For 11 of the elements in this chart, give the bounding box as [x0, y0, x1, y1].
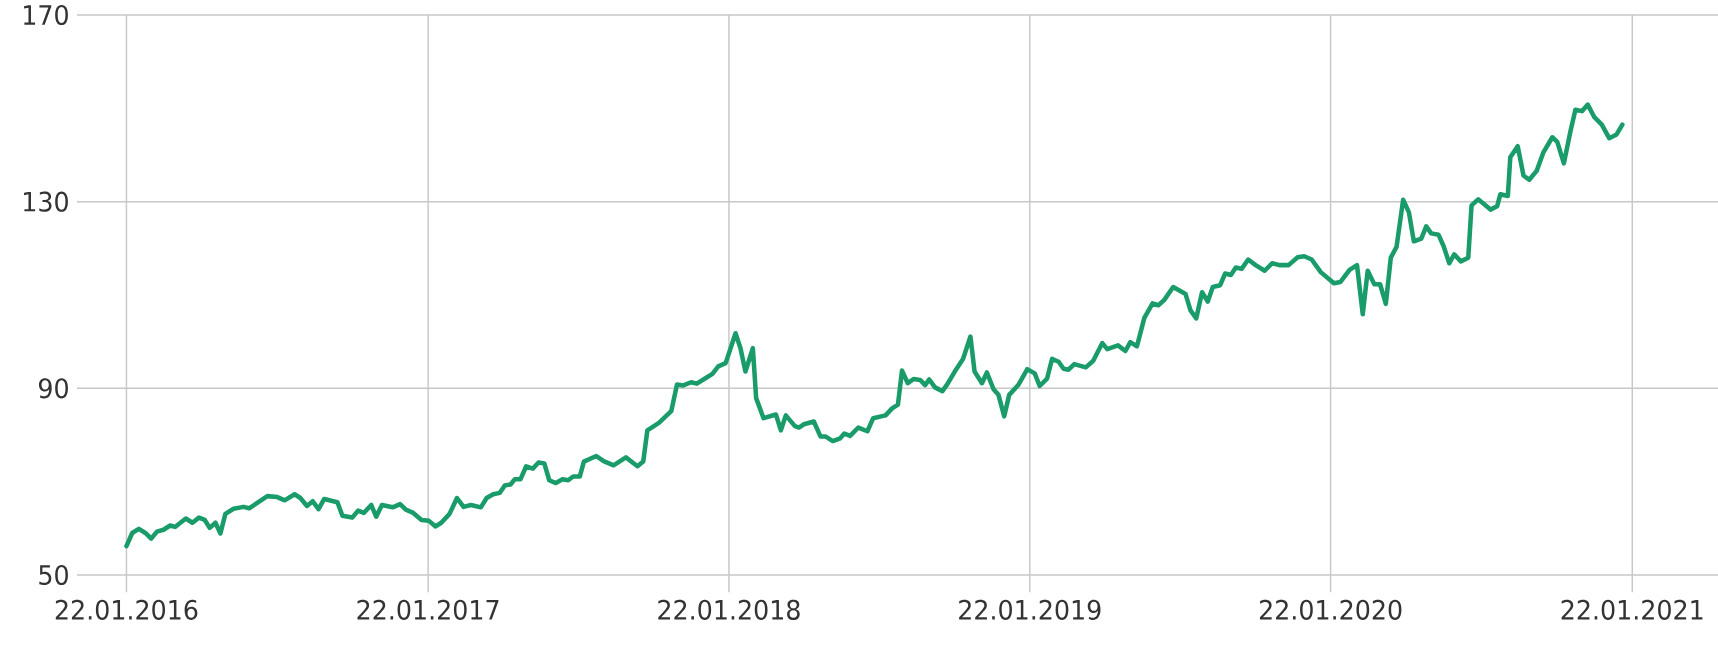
x-tick-label: 22.01.2021 [1561, 599, 1703, 620]
line-series [124, 102, 1625, 549]
x-tick-label: 22.01.2020 [1259, 599, 1402, 620]
y-tick-label: 50 [39, 564, 68, 586]
x-tick-label: 22.01.2018 [658, 599, 800, 620]
x-tick-label: 22.01.2017 [357, 599, 499, 620]
y-tick-label: 90 [38, 378, 68, 399]
y-tick-label: 170 [24, 4, 68, 26]
y-tick-label: 130 [24, 191, 68, 212]
x-tick-label: 22.01.2019 [959, 599, 1101, 620]
x-tick-label: 22.01.2016 [55, 599, 198, 620]
